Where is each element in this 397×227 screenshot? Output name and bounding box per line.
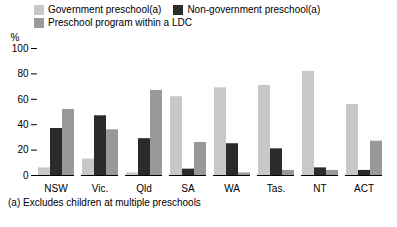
svg-text:%: % [11,32,20,43]
svg-text:ACT: ACT [354,183,374,194]
svg-text:40: 40 [17,119,29,130]
svg-text:WA: WA [224,183,240,194]
svg-text:0: 0 [23,170,29,181]
svg-text:60: 60 [17,94,29,105]
html-text:(a) Excludes children at multi: (a) Excludes children at multiple presch… [8,197,201,208]
html-text:Preschool program within a LDC: Preschool program within a LDC [48,17,192,28]
svg-text:SA: SA [181,183,195,194]
svg-text:100: 100 [12,43,29,54]
svg-text:20: 20 [17,144,29,155]
svg-text:Qld: Qld [136,183,152,194]
svg-text:NT: NT [313,183,326,194]
svg-text:80: 80 [17,68,29,79]
html-text:Government preschool(a): Government preschool(a) [48,4,162,15]
svg-text:NSW: NSW [44,183,68,194]
html-text:Non-government preschool(a): Non-government preschool(a) [187,4,321,15]
svg-text:Tas.: Tas. [267,183,285,194]
svg-text:Vic.: Vic. [92,183,109,194]
